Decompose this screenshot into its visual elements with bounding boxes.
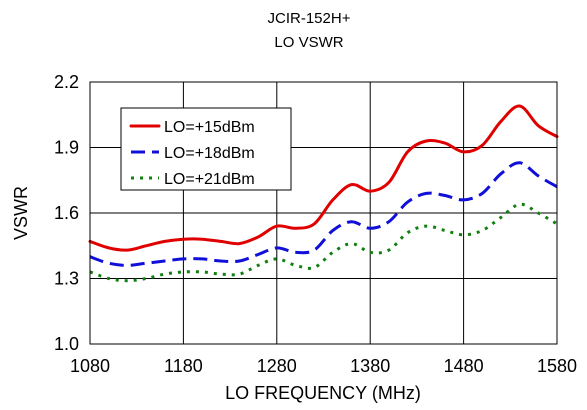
x-axis-title: LO FREQUENCY (MHz) <box>225 383 421 403</box>
legend-label: LO=+18dBm <box>164 145 255 162</box>
y-axis-title: VSWR <box>11 186 31 240</box>
x-tick-label: 1480 <box>444 356 484 376</box>
legend-label: LO=+15dBm <box>164 119 255 136</box>
y-tick-label: 1.9 <box>54 138 79 158</box>
y-tick-label: 1.0 <box>54 334 79 354</box>
legend-box <box>120 107 292 191</box>
x-tick-label: 1080 <box>70 356 110 376</box>
plot-area <box>89 81 558 345</box>
tick-labels: 1080 1180 1280 1380 1480 1580 1.0 1.3 1.6 1.9 2.2 <box>54 72 577 376</box>
legend: LO=+15dBm LO=+18dBm LO=+21dBm <box>120 107 292 191</box>
chart-subtitle: LO VSWR <box>274 34 343 51</box>
y-tick-label: 2.2 <box>54 72 79 92</box>
y-tick-label: 1.6 <box>54 203 79 223</box>
x-tick-label: 1180 <box>164 356 203 376</box>
x-tick-label: 1580 <box>537 356 577 376</box>
x-tick-label: 1280 <box>257 356 297 376</box>
series-line <box>88 104 559 252</box>
y-tick-label: 1.3 <box>54 269 79 289</box>
series-lines <box>88 104 559 283</box>
legend-label: LO=+21dBm <box>164 171 255 188</box>
series-line <box>89 161 558 267</box>
chart-title: JCIR-152H+ <box>268 10 351 27</box>
x-tick-label: 1380 <box>350 356 390 376</box>
